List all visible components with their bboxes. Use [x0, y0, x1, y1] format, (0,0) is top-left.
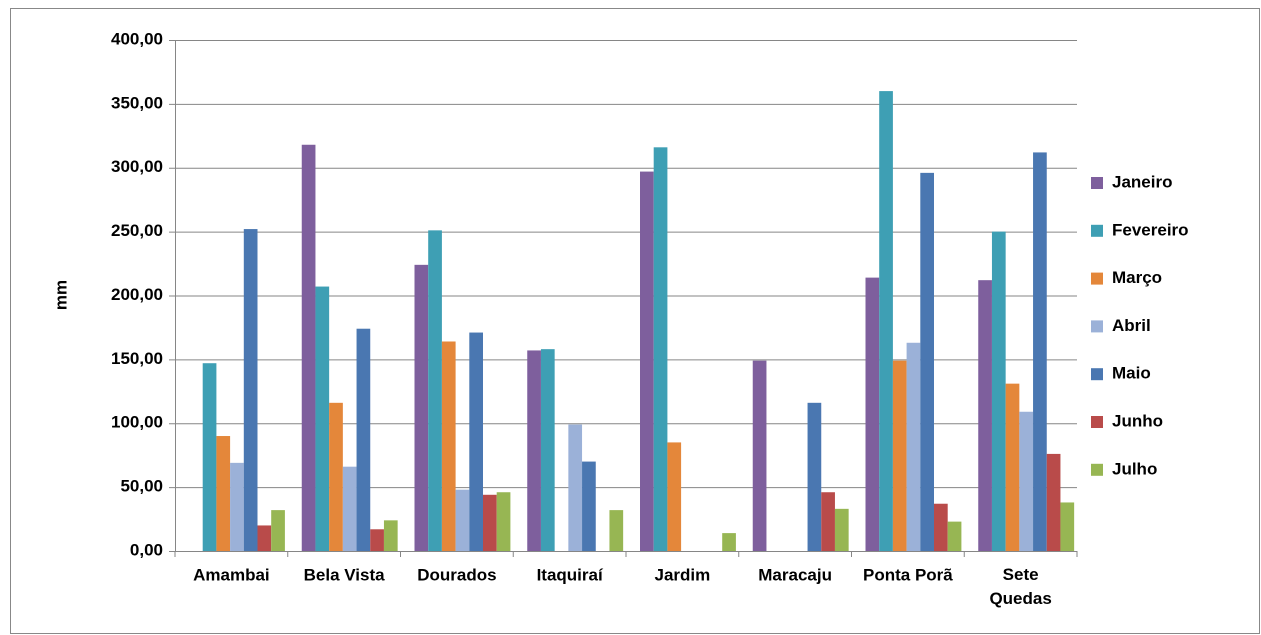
- y-tick-label: 50,00: [120, 477, 163, 496]
- legend-label: Janeiro: [1112, 172, 1172, 191]
- bar: [821, 492, 835, 551]
- x-tick-label: Itaquiraí: [537, 565, 604, 584]
- legend-swatch: [1091, 272, 1103, 285]
- y-tick-label: 350,00: [111, 93, 163, 112]
- bar: [301, 144, 316, 551]
- legend-label: Junho: [1112, 411, 1163, 430]
- y-tick-label: 100,00: [111, 413, 163, 432]
- bar: [527, 350, 541, 551]
- bar: [455, 489, 470, 551]
- bar: [414, 264, 429, 551]
- bar: [1060, 502, 1075, 551]
- bar: [243, 229, 258, 551]
- legend-label: Maio: [1112, 364, 1151, 383]
- bar: [1046, 453, 1061, 551]
- bar: [257, 525, 272, 551]
- y-tick-label: 150,00: [111, 349, 163, 368]
- bar: [483, 494, 497, 551]
- bar: [356, 328, 371, 551]
- bar: [947, 521, 962, 551]
- bar: [342, 466, 357, 551]
- bar: [568, 424, 583, 551]
- bar: [383, 520, 398, 551]
- bar: [216, 436, 231, 551]
- x-tick-label: Amambai: [193, 565, 270, 584]
- bar: [540, 349, 555, 551]
- legend-swatch: [1091, 224, 1103, 237]
- bar: [991, 231, 1006, 551]
- legend-swatch: [1091, 463, 1103, 476]
- x-tick-label: Ponta Porã: [863, 565, 953, 584]
- bar: [906, 342, 921, 551]
- bar: [1005, 383, 1020, 551]
- bar: [1033, 152, 1047, 552]
- x-tick-label: Dourados: [417, 565, 496, 584]
- bar: [920, 172, 934, 552]
- legend-label: Março: [1112, 268, 1162, 287]
- bar: [834, 508, 849, 551]
- bar: [722, 533, 736, 551]
- legend-label: Julho: [1112, 459, 1157, 478]
- bar: [469, 332, 483, 551]
- y-tick-label: 200,00: [111, 285, 163, 304]
- bar: [934, 503, 948, 551]
- bar: [807, 402, 822, 551]
- x-tick-label: Bela Vista: [304, 565, 386, 584]
- y-tick-label: 250,00: [111, 221, 163, 240]
- x-tick-label: Sete Quedas: [989, 565, 1051, 608]
- bar: [315, 286, 330, 551]
- bar: [1019, 411, 1034, 551]
- y-axis-title: mm: [51, 280, 70, 310]
- bar: [640, 171, 654, 551]
- x-tick-label: Maracaju: [758, 565, 832, 584]
- y-tick-label: 300,00: [111, 157, 163, 176]
- bar: [582, 461, 596, 551]
- bar: [667, 442, 682, 551]
- bar: [978, 280, 992, 551]
- bar: [271, 510, 285, 551]
- bar: [892, 360, 907, 551]
- legend-swatch: [1091, 320, 1103, 333]
- bar: [370, 529, 384, 551]
- bar: [653, 147, 668, 551]
- legend-label: Abril: [1112, 316, 1151, 335]
- bar: [329, 402, 343, 551]
- legend-label: Fevereiro: [1112, 220, 1189, 239]
- bar: [752, 360, 767, 551]
- bar: [441, 341, 456, 551]
- bar: [230, 462, 244, 551]
- bar: [496, 492, 511, 551]
- bar: [609, 510, 624, 551]
- bar: [879, 91, 893, 551]
- legend-swatch: [1091, 368, 1103, 381]
- x-tick-label: Jardim: [655, 565, 711, 584]
- legend-swatch: [1091, 416, 1103, 428]
- bar: [428, 230, 442, 551]
- y-tick-label: 0,00: [130, 540, 163, 559]
- y-tick-label: 400,00: [111, 29, 163, 48]
- bar: [865, 277, 880, 551]
- bar: [202, 363, 217, 551]
- legend-swatch: [1091, 177, 1103, 189]
